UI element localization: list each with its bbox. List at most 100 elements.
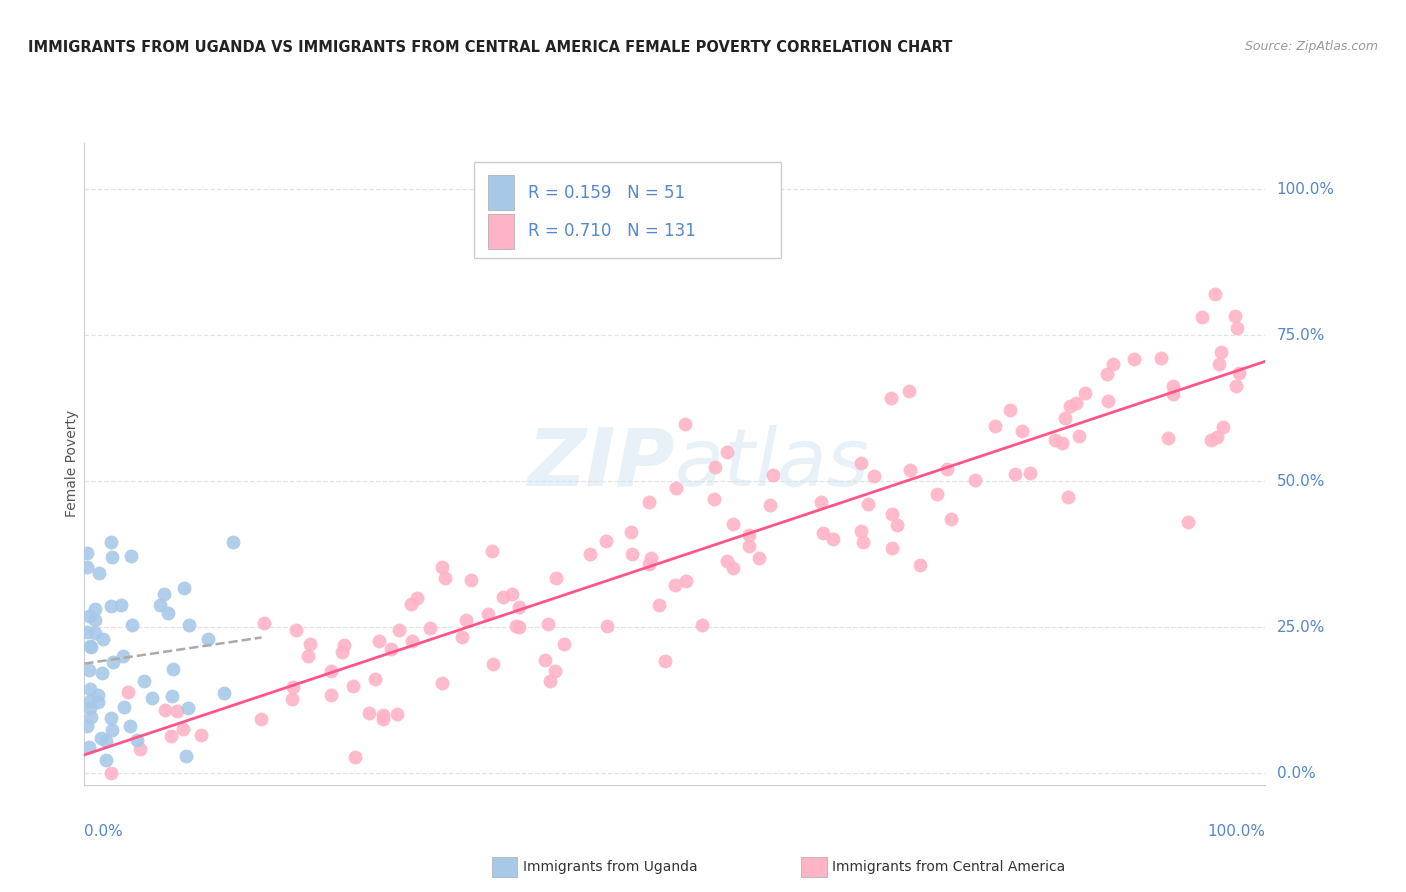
Y-axis label: Female Poverty: Female Poverty: [65, 410, 79, 517]
Point: [174, 749, 197, 764]
Point: [76, 624, 98, 639]
Point: [477, 607, 499, 621]
Point: [537, 617, 560, 632]
Text: 0.0%: 0.0%: [84, 824, 124, 838]
Point: [811, 525, 834, 540]
Text: Immigrants from Uganda: Immigrants from Uganda: [523, 860, 697, 874]
Point: [1067, 428, 1090, 442]
Point: [387, 707, 409, 722]
Point: [112, 699, 135, 714]
Text: Source: ZipAtlas.com: Source: ZipAtlas.com: [1244, 40, 1378, 54]
Point: [79, 701, 101, 715]
Point: [1097, 393, 1119, 408]
Point: [127, 732, 149, 747]
Point: [110, 599, 132, 613]
Point: [166, 704, 188, 718]
Point: [664, 578, 686, 592]
Point: [1211, 345, 1233, 359]
Point: [76, 719, 98, 733]
Point: [129, 742, 152, 756]
Point: [508, 600, 530, 615]
Point: [80, 710, 103, 724]
Point: [1191, 310, 1213, 324]
Text: R = 0.710   N = 131: R = 0.710 N = 131: [529, 222, 696, 240]
Point: [76, 546, 98, 560]
Point: [153, 702, 176, 716]
Point: [673, 417, 696, 431]
Point: [1043, 434, 1066, 448]
Point: [1204, 287, 1226, 301]
Point: [1054, 410, 1077, 425]
Point: [508, 620, 530, 634]
Point: [94, 753, 117, 767]
Point: [132, 673, 155, 688]
Point: [1059, 399, 1081, 413]
Point: [197, 632, 219, 647]
Point: [79, 640, 101, 654]
Point: [738, 539, 761, 553]
Point: [758, 499, 780, 513]
Point: [91, 632, 114, 646]
Point: [380, 642, 402, 657]
Point: [87, 688, 110, 702]
Point: [1074, 386, 1097, 401]
Point: [1161, 387, 1184, 401]
Point: [333, 638, 356, 652]
Point: [434, 571, 457, 585]
Text: 100.0%: 100.0%: [1208, 824, 1265, 838]
Point: [721, 516, 744, 531]
Point: [212, 686, 235, 700]
Point: [1225, 378, 1247, 392]
Point: [1004, 467, 1026, 482]
Point: [654, 654, 676, 668]
Point: [721, 560, 744, 574]
Point: [533, 653, 555, 667]
Point: [77, 663, 100, 677]
FancyBboxPatch shape: [474, 162, 782, 259]
Point: [112, 648, 135, 663]
Point: [1201, 433, 1223, 447]
Point: [852, 535, 875, 549]
Point: [432, 560, 454, 574]
Point: [121, 618, 143, 632]
Point: [100, 711, 122, 725]
Point: [401, 634, 423, 648]
Point: [595, 533, 617, 548]
Point: [482, 657, 505, 671]
Point: [177, 701, 200, 715]
Point: [101, 723, 124, 738]
Point: [454, 613, 477, 627]
Point: [406, 591, 429, 606]
Point: [748, 550, 770, 565]
Point: [704, 460, 727, 475]
Point: [79, 694, 101, 708]
Point: [1011, 424, 1033, 438]
Point: [285, 624, 308, 638]
Text: 0.0%: 0.0%: [1277, 766, 1315, 780]
Point: [153, 587, 176, 601]
Point: [823, 533, 845, 547]
Point: [342, 679, 364, 693]
Point: [450, 630, 472, 644]
Point: [640, 551, 662, 566]
Text: atlas: atlas: [675, 425, 870, 503]
Point: [849, 524, 872, 538]
Point: [249, 712, 271, 726]
Point: [1161, 379, 1184, 393]
Point: [89, 566, 111, 580]
Point: [401, 597, 423, 611]
Point: [430, 675, 453, 690]
Point: [538, 673, 561, 688]
Point: [162, 662, 184, 676]
Point: [367, 634, 389, 648]
Point: [638, 494, 661, 508]
Point: [83, 626, 105, 640]
Point: [359, 706, 381, 720]
Point: [76, 560, 98, 574]
Point: [648, 599, 671, 613]
Point: [1156, 431, 1178, 445]
Point: [620, 548, 643, 562]
Point: [1019, 466, 1042, 480]
Point: [1052, 435, 1074, 450]
Point: [96, 734, 118, 748]
